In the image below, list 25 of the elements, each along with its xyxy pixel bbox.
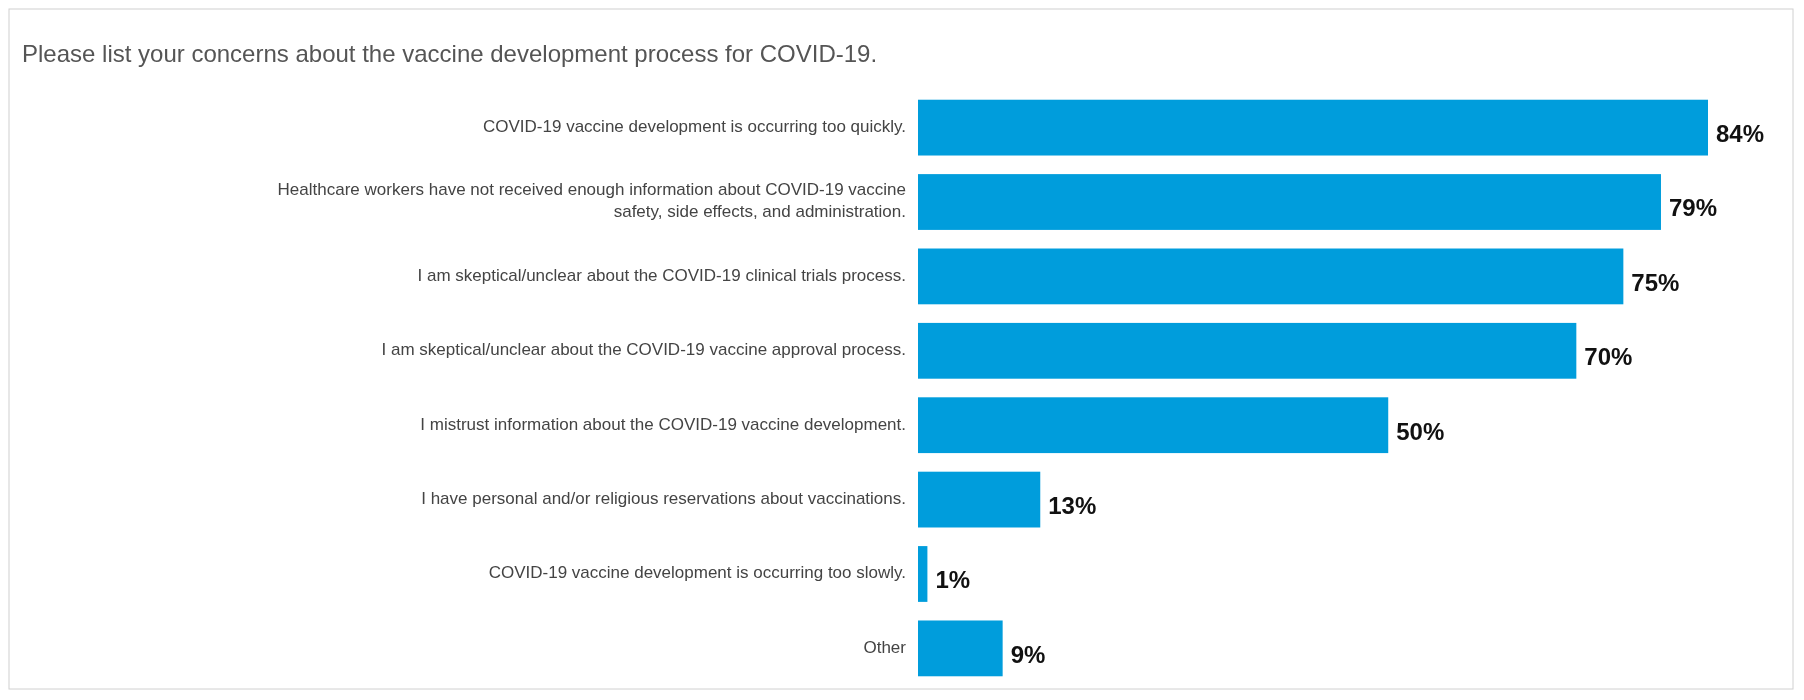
- y-tick-label: I am skeptical/unclear about the COVID-19 vaccine approval process.: [381, 340, 906, 360]
- data-label: 13%: [1048, 491, 1097, 519]
- y-tick-label: COVID-19 vaccine development is occurring too slowly.: [488, 563, 906, 583]
- y-tick-label: I am skeptical/unclear about the COVID-19 clinical trials process.: [417, 265, 906, 285]
- bar: [918, 174, 1661, 230]
- y-tick-label: I mistrust information about the COVID-19 vaccine development.: [420, 414, 906, 434]
- data-label: 50%: [1396, 417, 1445, 445]
- bar: [918, 471, 1041, 528]
- y-tick-label: COVID-19 vaccine development is occurring too quickly.: [483, 117, 906, 137]
- bar: [918, 248, 1624, 305]
- y-tick-label: Healthcare workers have not received enough information about COVID-19 vaccine safety, side effects, and administration.: [277, 180, 906, 222]
- data-label: 70%: [1584, 343, 1633, 371]
- data-label: 75%: [1631, 268, 1680, 296]
- data-label: 79%: [1668, 194, 1718, 222]
- y-tick-label: Other: [863, 637, 907, 657]
- data-label: 1%: [935, 566, 971, 594]
- data-label: 9%: [1010, 640, 1046, 668]
- bar: [918, 397, 1389, 454]
- bar: [918, 99, 1708, 156]
- data-label: 84%: [1716, 119, 1765, 147]
- bar: [918, 546, 928, 602]
- y-tick-label: I have personal and/or religious reservations about vaccinations.: [421, 489, 906, 509]
- bar: [918, 322, 1577, 379]
- bar: [918, 620, 1003, 677]
- text: Please list your concerns about the vaccine development process for COVID-19.: [22, 40, 878, 67]
